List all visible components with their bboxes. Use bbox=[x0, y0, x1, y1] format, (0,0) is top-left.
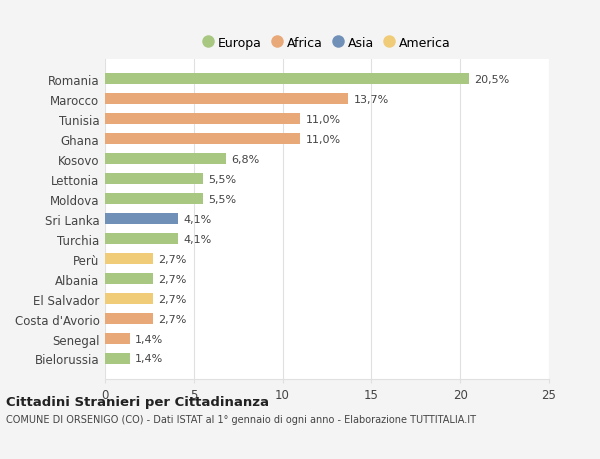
Bar bbox=[105, 353, 130, 364]
Text: 2,7%: 2,7% bbox=[158, 274, 187, 284]
Bar bbox=[105, 154, 226, 165]
Text: 6,8%: 6,8% bbox=[231, 154, 259, 164]
Text: 2,7%: 2,7% bbox=[158, 254, 187, 264]
Bar bbox=[105, 333, 130, 344]
Bar bbox=[105, 74, 469, 85]
Text: 4,1%: 4,1% bbox=[183, 214, 211, 224]
Bar bbox=[105, 313, 153, 325]
Text: 5,5%: 5,5% bbox=[208, 194, 236, 204]
Text: 2,7%: 2,7% bbox=[158, 314, 187, 324]
Text: Cittadini Stranieri per Cittadinanza: Cittadini Stranieri per Cittadinanza bbox=[6, 396, 269, 409]
Bar bbox=[105, 174, 203, 185]
Text: 1,4%: 1,4% bbox=[135, 334, 163, 344]
Bar bbox=[105, 94, 349, 105]
Text: 11,0%: 11,0% bbox=[305, 115, 341, 124]
Legend: Europa, Africa, Asia, America: Europa, Africa, Asia, America bbox=[203, 37, 451, 50]
Bar bbox=[105, 253, 153, 264]
Bar bbox=[105, 293, 153, 304]
Text: 20,5%: 20,5% bbox=[475, 75, 509, 84]
Text: 13,7%: 13,7% bbox=[353, 95, 389, 105]
Bar bbox=[105, 274, 153, 285]
Bar bbox=[105, 214, 178, 224]
Bar bbox=[105, 194, 203, 205]
Text: 1,4%: 1,4% bbox=[135, 354, 163, 364]
Bar bbox=[105, 114, 301, 125]
Bar bbox=[105, 234, 178, 245]
Text: 5,5%: 5,5% bbox=[208, 174, 236, 185]
Text: COMUNE DI ORSENIGO (CO) - Dati ISTAT al 1° gennaio di ogni anno - Elaborazione T: COMUNE DI ORSENIGO (CO) - Dati ISTAT al … bbox=[6, 414, 476, 425]
Bar bbox=[105, 134, 301, 145]
Text: 2,7%: 2,7% bbox=[158, 294, 187, 304]
Text: 11,0%: 11,0% bbox=[305, 134, 341, 145]
Text: 4,1%: 4,1% bbox=[183, 234, 211, 244]
